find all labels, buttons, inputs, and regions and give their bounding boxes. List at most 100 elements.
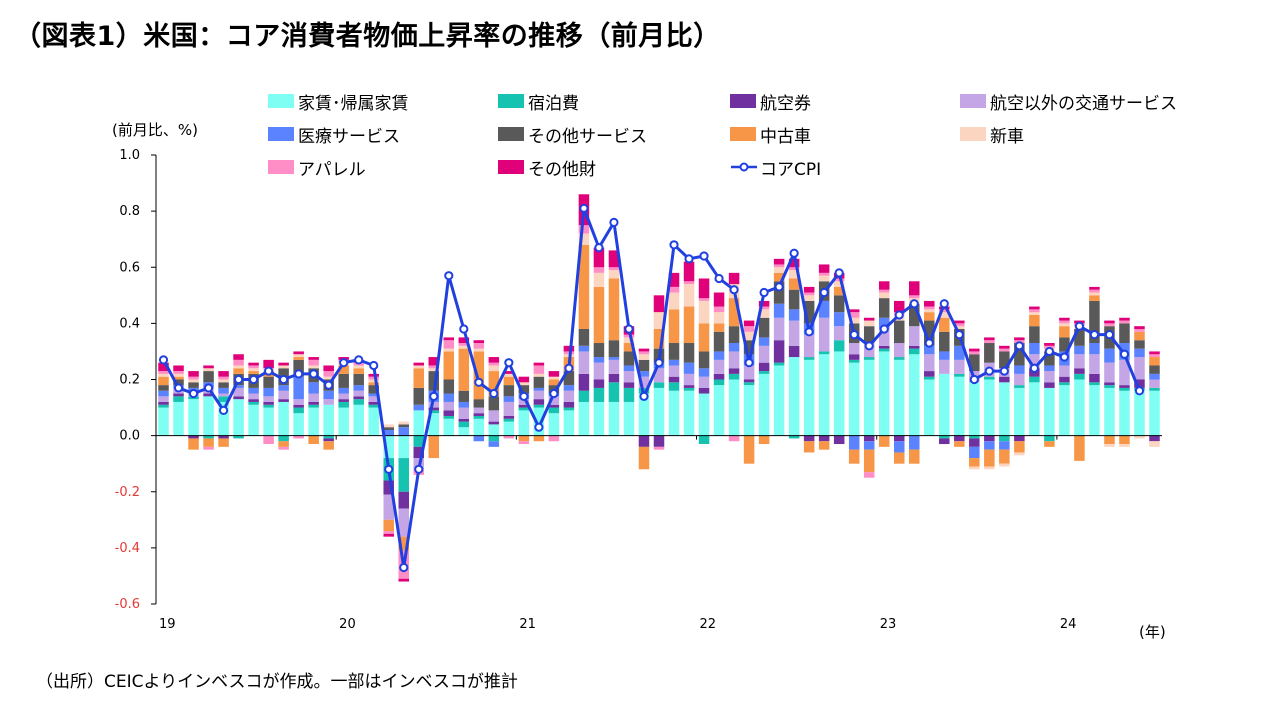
bar-segment-6 [1134, 331, 1145, 341]
bar-segment-8 [623, 334, 635, 338]
core-cpi-point [354, 355, 364, 365]
bar-segment-9 [233, 354, 244, 360]
bar-segment-8 [323, 371, 334, 377]
bar-segment-6 [353, 368, 364, 374]
bar-segment-2 [713, 373, 725, 380]
bar-segment-1 [548, 407, 560, 414]
bar-segment-2 [578, 373, 590, 391]
bar-segment-5 [458, 390, 470, 402]
bar-segment-9 [698, 278, 710, 299]
x-tick-label: 21 [519, 617, 536, 632]
bar-segment-6 [443, 351, 455, 380]
bar-segment-6 [413, 368, 425, 388]
bar-segment-7 [353, 365, 364, 369]
bar-segment-2 [698, 387, 710, 394]
bar-segment-7 [623, 337, 635, 344]
bar-segment-9 [668, 272, 680, 287]
bar-segment-7 [293, 354, 304, 358]
bar-segment-7 [1029, 312, 1040, 315]
bar-segment-5 [638, 359, 650, 372]
core-cpi-point [489, 388, 499, 399]
bar-segment-3 [698, 376, 710, 388]
bar-segment-0 [233, 399, 244, 436]
bar-segment-4 [638, 371, 650, 377]
bar-segment-0 [578, 401, 590, 436]
bar-segment-3 [263, 396, 274, 402]
bar-segment-9 [278, 362, 289, 366]
bar-segment-2 [323, 438, 334, 442]
bar-segment-2 [368, 401, 379, 405]
bar-segment-9 [818, 264, 830, 273]
bar-segment-7 [578, 233, 590, 245]
bar-segment-5 [803, 300, 815, 324]
core-cpi-point [1044, 346, 1054, 357]
bar-segment-6 [908, 449, 920, 464]
bar-segment-1 [1119, 387, 1130, 391]
bar-segment-7 [1014, 452, 1025, 456]
bar-segment-1 [593, 387, 605, 402]
bar-segment-6 [233, 368, 244, 374]
bar-segment-4 [338, 387, 349, 394]
bar-segment-0 [533, 407, 545, 436]
bar-segment-4 [1149, 373, 1160, 380]
y-tick-label: 1.0 [119, 148, 140, 163]
bar-segment-8 [533, 365, 545, 374]
bar-segment-1 [758, 371, 770, 374]
bar-segment-6 [984, 449, 995, 467]
bar-segment-8 [924, 306, 935, 310]
bar-segment-9 [1029, 306, 1040, 310]
x-axis-unit-label: (年) [1139, 623, 1166, 641]
bar-segment-6 [293, 357, 304, 360]
bar-segment-3 [1149, 379, 1160, 388]
bar-segment-6 [893, 452, 905, 464]
core-cpi-point [639, 391, 649, 401]
core-cpi-point [264, 366, 274, 376]
bar-segment-6 [518, 435, 530, 442]
core-cpi-point [1134, 386, 1145, 396]
bar-segment-6 [863, 449, 875, 473]
bar-segment-8 [939, 309, 950, 313]
core-cpi-point [504, 358, 514, 368]
bar-segment-4 [458, 401, 470, 408]
bar-segment-0 [203, 396, 214, 436]
bar-segment-1 [308, 404, 319, 408]
bar-segment-3 [518, 399, 530, 405]
bar-segment-1 [1029, 376, 1040, 383]
legend-item-core-cpi: コアCPI [730, 156, 821, 180]
bar-segment-8 [608, 267, 620, 271]
bar-segment-5 [939, 331, 950, 352]
bar-segment-8 [999, 348, 1010, 352]
core-cpi-point [1029, 363, 1039, 373]
bar-segment-2 [203, 393, 214, 397]
bar-segment-4 [533, 387, 545, 391]
bar-segment-2 [743, 379, 755, 383]
bar-segment-5 [1044, 351, 1055, 366]
bar-segment-1 [728, 373, 740, 380]
bar-segment-4 [728, 343, 740, 352]
bar-segment-2 [728, 368, 740, 374]
bar-segment-3 [683, 373, 695, 386]
legend-swatch-apparel [268, 160, 294, 174]
bar-segment-5 [608, 340, 620, 358]
bar-segment-2 [803, 435, 815, 442]
bar-segment-9 [848, 309, 860, 313]
bar-segment-5 [908, 303, 920, 327]
bar-segment-1 [608, 382, 620, 402]
bar-segment-5 [563, 371, 575, 386]
bar-segment-1 [1074, 373, 1085, 380]
bar-segment-4 [308, 382, 319, 394]
bar-segment-2 [488, 421, 500, 425]
bar-segment-8 [368, 376, 379, 380]
bar-segment-5 [788, 289, 800, 310]
bar-segment-8 [788, 267, 800, 271]
bar-segment-5 [368, 385, 379, 394]
bar-segment-7 [503, 373, 515, 377]
bar-segment-9 [713, 292, 725, 307]
bar-segment-1 [248, 401, 259, 405]
bar-segment-8 [758, 306, 770, 310]
bar-segment-6 [848, 449, 860, 464]
bar-segment-7 [278, 365, 289, 369]
bar-segment-2 [1074, 368, 1085, 374]
bar-segment-9 [999, 345, 1010, 349]
bar-segment-2 [518, 404, 530, 408]
